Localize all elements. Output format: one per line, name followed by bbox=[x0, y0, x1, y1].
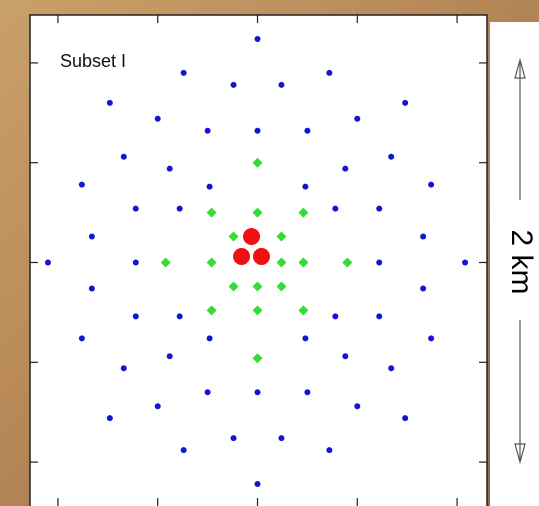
point bbox=[155, 116, 161, 122]
point bbox=[376, 259, 382, 265]
point bbox=[155, 403, 161, 409]
point bbox=[45, 259, 51, 265]
point bbox=[231, 82, 237, 88]
point bbox=[255, 389, 261, 395]
point bbox=[388, 154, 394, 160]
scale-label: 2 km bbox=[505, 229, 538, 294]
point bbox=[388, 365, 394, 371]
point bbox=[255, 128, 261, 134]
point bbox=[376, 206, 382, 212]
point bbox=[181, 447, 187, 453]
point bbox=[354, 403, 360, 409]
point bbox=[420, 285, 426, 291]
point bbox=[89, 234, 95, 240]
point bbox=[121, 365, 127, 371]
point bbox=[167, 353, 173, 359]
point bbox=[304, 128, 310, 134]
point bbox=[207, 335, 213, 341]
point bbox=[177, 313, 183, 319]
point bbox=[255, 481, 261, 487]
point bbox=[332, 313, 338, 319]
point bbox=[167, 166, 173, 172]
chart: 2 km Subset I bbox=[0, 0, 539, 506]
point bbox=[354, 116, 360, 122]
point bbox=[233, 248, 250, 265]
point bbox=[207, 184, 213, 190]
point bbox=[205, 128, 211, 134]
point bbox=[107, 100, 113, 106]
point bbox=[376, 313, 382, 319]
point bbox=[133, 259, 139, 265]
point bbox=[79, 182, 85, 188]
point bbox=[428, 182, 434, 188]
chart-title: Subset I bbox=[60, 51, 126, 71]
point bbox=[205, 389, 211, 395]
point bbox=[243, 228, 260, 245]
point bbox=[402, 415, 408, 421]
point bbox=[79, 335, 85, 341]
point bbox=[402, 100, 408, 106]
point bbox=[255, 36, 261, 42]
point bbox=[121, 154, 127, 160]
point bbox=[177, 206, 183, 212]
point bbox=[428, 335, 434, 341]
point bbox=[462, 259, 468, 265]
point bbox=[231, 435, 237, 441]
point bbox=[420, 234, 426, 240]
point bbox=[332, 206, 338, 212]
point bbox=[133, 313, 139, 319]
point bbox=[304, 389, 310, 395]
point bbox=[302, 184, 308, 190]
point bbox=[133, 206, 139, 212]
point bbox=[278, 435, 284, 441]
point bbox=[278, 82, 284, 88]
page: {"chart_data":{"type":"scatter","title":… bbox=[0, 0, 539, 506]
point bbox=[326, 70, 332, 76]
point bbox=[342, 353, 348, 359]
point bbox=[89, 285, 95, 291]
point bbox=[253, 248, 270, 265]
point bbox=[326, 447, 332, 453]
point bbox=[342, 166, 348, 172]
point bbox=[107, 415, 113, 421]
point bbox=[181, 70, 187, 76]
point bbox=[302, 335, 308, 341]
